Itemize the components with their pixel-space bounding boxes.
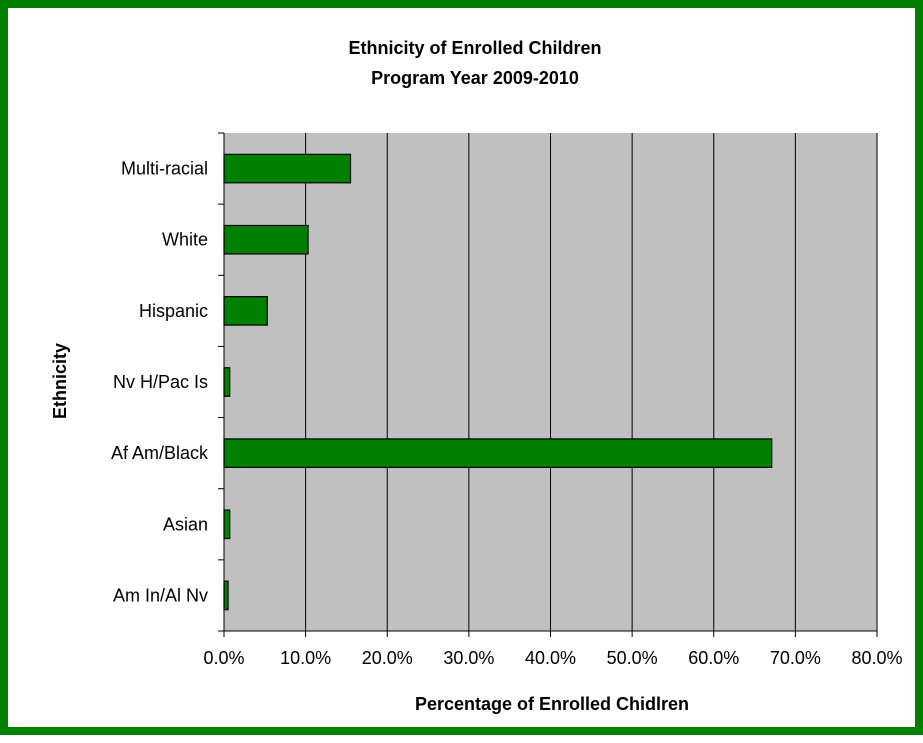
chart-subtitle: Program Year 2009-2010 [371,68,579,88]
x-tick-label: 60.0% [688,648,739,668]
bar [223,224,309,255]
y-tick-label: Hispanic [139,301,208,321]
x-tick-label: 50.0% [607,648,658,668]
x-tick-label: 20.0% [362,648,413,668]
y-tick-label: Nv H/Pac Is [113,372,208,392]
x-tick-label: 10.0% [280,648,331,668]
grid-lines [305,133,878,631]
y-tick-label: Multi-racial [121,159,208,179]
bar [223,296,268,326]
bar [223,367,231,397]
bar-chart: Ethnicity of Enrolled Children Program Y… [50,38,903,714]
x-axis-ticks: 0.0% 10.0% 20.0% 30.0% 40.0% 50.0% 60.0% 70.0% 8… [203,631,903,668]
bar [223,509,231,540]
bar [223,580,229,611]
x-tick-label: 40.0% [525,648,576,668]
y-axis-title: Ethnicity [50,343,70,419]
y-tick-label: Asian [163,514,208,534]
x-tick-label: 0.0% [203,648,244,668]
x-axis-title: Percentage of Enrolled Chidlren [415,694,689,714]
x-tick-label: 70.0% [770,648,821,668]
y-tick-label: White [162,230,208,250]
x-tick-label: 30.0% [443,648,494,668]
y-tick-label: Af Am/Black [111,443,209,463]
x-tick-label: 80.0% [851,648,902,668]
y-tick-label: Am In/Al Nv [113,585,208,605]
bar [223,153,352,184]
chart-title: Ethnicity of Enrolled Children [348,38,601,58]
y-axis-ticks: Multi-racial White Hispanic Nv H/Pac Is Af A… [111,132,224,632]
bar [223,438,773,468]
